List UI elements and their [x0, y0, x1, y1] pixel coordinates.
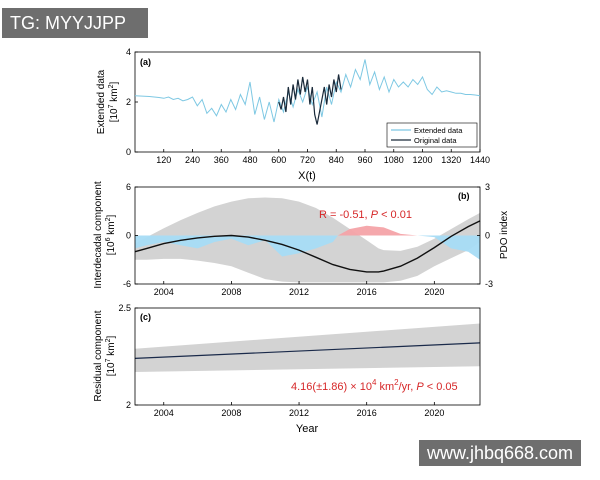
panel-c-xtick-label: 2012 [289, 408, 309, 418]
panel-a-xtick-label: 1320 [441, 155, 461, 165]
panel-b-xtick-label: 2008 [221, 287, 241, 297]
panel-a-xtick-label: 960 [357, 155, 372, 165]
panel-b-xtick-label: 2004 [154, 287, 174, 297]
panel-c-label: (c) [140, 312, 151, 322]
panel-a-label: (a) [140, 57, 151, 67]
panel-b-plot-area [135, 198, 480, 283]
panel-b-label: (b) [458, 191, 470, 201]
panel-c: 2004 2008 2012 2016 2020 2 2.5 (c) Year 4.16(… [93, 303, 480, 435]
panel-a-plot-area [135, 60, 480, 125]
panel-a-xlabel: X(t) [298, 170, 316, 182]
panel-a-x-ticks: 120 240 360 480 600 720 840 960 1080 1200 1320 1440 [156, 149, 490, 165]
panel-b-ytick-tick-label: -6 [123, 279, 131, 289]
panel-c-ytick-tick-label: 2 [126, 400, 131, 410]
panel-b-ylabel-line2: [106 km2] [105, 214, 117, 255]
panel-a-xtick-label: 720 [300, 155, 315, 165]
panel-b-y2tick-tick-label: -3 [485, 279, 493, 289]
panel-a-xtick-label: 480 [242, 155, 257, 165]
panel-c-xlabel: Year [296, 423, 319, 435]
panel-a-xtick-label: 240 [185, 155, 200, 165]
panel-b-xtick-label: 2012 [289, 287, 309, 297]
panel-c-x-ticks: 2004 2008 2012 2016 2020 [154, 402, 445, 418]
panel-a-ytick-tick-label: 0 [126, 147, 131, 157]
legend-label-extended: Extended data [414, 126, 463, 135]
panel-a-ylabel-line1: Extended data [96, 69, 107, 134]
panel-b-x-ticks: 2004 2008 2012 2016 2020 [154, 281, 445, 297]
panel-a-xtick-label: 120 [156, 155, 171, 165]
panel-c-ylabel: Residual component [107 km2] [93, 310, 117, 401]
panel-c-ylabel-line2: [107 km2] [105, 335, 117, 376]
original-data-line [279, 75, 341, 125]
panel-b-ylabel: Interdecadal component [106 km2] [93, 181, 117, 289]
panel-a-ylabel-line2: [107 km2] [108, 81, 120, 122]
watermark-top: TG: MYYJJPP [2, 8, 148, 38]
panel-a-ylabel: Extended data [107 km2] [96, 69, 120, 134]
panel-b: 2004 2008 2012 2016 2020 -6 0 6 -3 0 3 (b) R = -… [93, 181, 510, 297]
panel-c-ytick-tick-label: 2.5 [118, 303, 131, 313]
panel-b-y2label-text: PDO index [499, 211, 510, 259]
panel-a-legend: Extended data Original data [387, 123, 477, 147]
panel-c-xtick-label: 2008 [221, 408, 241, 418]
panel-a-xtick-label: 600 [271, 155, 286, 165]
panel-b-xtick-label: 2020 [424, 287, 444, 297]
panel-b-y2tick-tick-label: 0 [485, 231, 490, 241]
panel-c-xtick-label: 2016 [357, 408, 377, 418]
panel-a-xtick-label: 1440 [470, 155, 490, 165]
panel-a: 120 240 360 480 600 720 840 960 1080 1200 1320 1440… [96, 47, 490, 182]
panel-b-xtick-label: 2016 [357, 287, 377, 297]
panel-a-xtick-label: 1080 [384, 155, 404, 165]
panel-b-ylabel-line1: Interdecadal component [93, 181, 104, 289]
panel-a-xtick-label: 840 [329, 155, 344, 165]
residual-confidence-band [135, 324, 480, 373]
panel-a-ytick-tick-label: 2 [126, 97, 131, 107]
panel-b-y2-ticks: -3 0 3 [477, 182, 493, 289]
panel-b-annotation: R = -0.51, P < 0.01 [319, 209, 412, 221]
panel-c-xtick-label: 2020 [424, 408, 444, 418]
panel-c-ylabel-line1: Residual component [93, 310, 104, 401]
panel-a-ytick-tick-label: 4 [126, 47, 131, 57]
figure: 120 240 360 480 600 720 840 960 1080 1200 1320 1440… [0, 0, 600, 480]
panel-b-ytick-tick-label: 6 [126, 182, 131, 192]
panel-b-ytick-tick-label: 0 [126, 231, 131, 241]
panel-c-annotation: 4.16(±1.86) × 104 km2/yr, P < 0.05 [291, 378, 458, 393]
extended-data-line [135, 60, 480, 123]
panel-c-xtick-label: 2004 [154, 408, 174, 418]
panel-a-y-ticks: 0 2 4 [126, 47, 138, 157]
watermark-bottom: www.jhbq668.com [419, 440, 581, 466]
panel-b-y2tick-tick-label: 3 [485, 182, 490, 192]
panel-a-xtick-label: 360 [214, 155, 229, 165]
panel-b-y-ticks: -6 0 6 [123, 182, 138, 289]
panel-a-xtick-label: 1200 [412, 155, 432, 165]
panel-c-plot-area [135, 324, 480, 373]
legend-label-original: Original data [414, 136, 457, 145]
panel-b-y2label: PDO index [499, 211, 510, 259]
